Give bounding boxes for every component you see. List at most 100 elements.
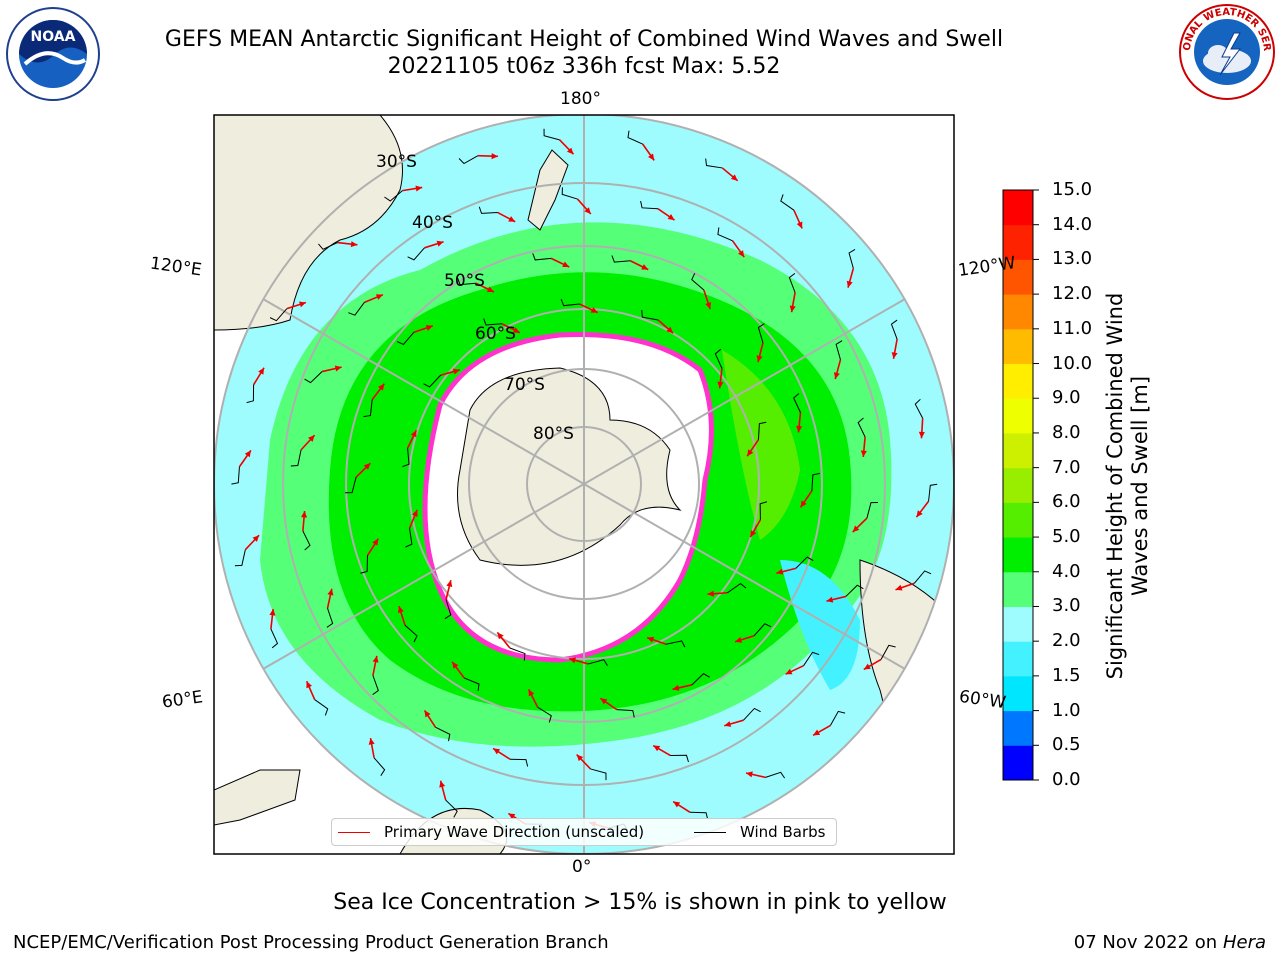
wind-barb — [641, 310, 659, 321]
wave-arrow-head — [796, 221, 803, 229]
lon-label-0: 0° — [572, 857, 592, 877]
wave-arrow-head — [584, 207, 591, 214]
colorbar-tick-label: 0.0 — [1052, 769, 1081, 790]
wave-zone-5-6m — [722, 350, 800, 540]
title-line-1: GEFS MEAN Antarctic Significant Height o… — [164, 27, 1004, 52]
colorbar-tick-label: 13.0 — [1052, 248, 1093, 270]
wave-arrow-head — [508, 813, 516, 820]
colorbar-segment — [1003, 467, 1033, 503]
wind-barb — [270, 628, 279, 649]
wave-arrow-head — [785, 668, 793, 675]
wave-arrow-head — [813, 729, 821, 736]
wave-arrow-head — [647, 636, 655, 643]
noaa-logo: NOAA — [6, 7, 100, 101]
wind-barb — [880, 644, 896, 660]
wave-arrow-head — [707, 590, 714, 597]
wind-barb — [811, 472, 820, 491]
wave-direction-arrows — [238, 139, 930, 829]
wind-barb — [345, 477, 357, 494]
colorbar-tick-label: 6.0 — [1052, 491, 1081, 513]
wave-arrow-head — [717, 381, 724, 389]
wind-barb — [561, 187, 578, 200]
wind-barb — [803, 651, 820, 666]
wave-arrow-head — [425, 325, 433, 331]
colorbar-segment — [1003, 745, 1033, 781]
wave-arrow-head — [512, 327, 520, 333]
wind-barb — [590, 768, 607, 781]
wind-barb — [616, 709, 635, 718]
wind-barb — [835, 340, 843, 360]
nws-logo: NATIONAL WEATHER SERVICE — [1178, 3, 1275, 100]
madagascar-land — [214, 769, 301, 826]
wind-barb — [246, 384, 255, 404]
wind-barb — [231, 466, 240, 485]
wind-barb — [373, 757, 386, 776]
map-frame — [213, 114, 955, 855]
wave-arrow-head — [852, 525, 860, 533]
wave-arrow-head — [746, 771, 753, 778]
wind-barb — [509, 758, 529, 767]
wave-arrow-head — [368, 738, 375, 745]
wave-arrow-head — [796, 425, 803, 433]
machine-name: Hera — [1222, 932, 1266, 953]
lat-label-80s: 80°S — [533, 424, 574, 444]
wave-zone-1.5-2m — [780, 560, 860, 690]
colorbar-tick-label: 1.0 — [1052, 699, 1081, 721]
colorbar-tick-label: 8.0 — [1052, 421, 1081, 443]
wind-barb — [458, 155, 479, 165]
colorbar-segment — [1003, 537, 1033, 573]
wave-arrow-head — [378, 383, 385, 391]
wind-barb — [509, 647, 526, 661]
new-zealand-land — [527, 149, 569, 231]
wave-arrow-head — [497, 632, 504, 640]
wave-arrow-head — [372, 538, 379, 546]
wave-arrow-head — [258, 367, 265, 375]
wind-barb — [304, 371, 323, 384]
title-line-2: 20221105 t06z 336h fcst Max: 5.52 — [387, 54, 781, 79]
wind-barb — [665, 640, 686, 648]
wave-arrow-head — [411, 509, 418, 517]
colorbar-tick-label: 14.0 — [1052, 213, 1093, 235]
lon-label-180: 180° — [560, 89, 601, 109]
colorbar-tick-label: 3.0 — [1052, 595, 1081, 617]
colorbar-frame — [1002, 189, 1034, 781]
wind-barb — [866, 502, 878, 519]
wave-arrow-head — [244, 450, 251, 458]
wind-barb — [560, 298, 580, 307]
wave-arrow-head — [452, 661, 459, 669]
wave-arrow-head — [648, 153, 655, 161]
wind-barb — [890, 319, 898, 340]
colorbar-tick-label: 4.0 — [1052, 560, 1081, 582]
colorbar-tick-label: 9.0 — [1052, 387, 1081, 409]
colorbar-tick-label: 5.0 — [1052, 526, 1081, 548]
colorbar-segment — [1003, 675, 1033, 712]
wave-arrow-head — [252, 535, 260, 542]
wave-arrow-head — [756, 355, 763, 363]
wind-barb — [690, 811, 709, 820]
lat-label-60s: 60°S — [475, 324, 516, 344]
wind-barb — [705, 158, 723, 169]
wave-arrow-head — [491, 153, 498, 160]
legend-black-line — [694, 832, 726, 833]
wave-arrow-head — [415, 185, 423, 192]
wind-barb — [845, 584, 864, 597]
wave-arrow-head — [372, 655, 379, 663]
wave-arrow-head — [895, 584, 903, 591]
wind-barb — [795, 556, 814, 569]
wind-barb — [360, 555, 369, 574]
wind-barb — [234, 549, 246, 567]
credit-text: NCEP/EMC/Verification Post Processing Pr… — [13, 932, 609, 953]
wind-barb — [830, 710, 846, 726]
legend-item-wave: Primary Wave Direction (unscaled) — [338, 823, 644, 841]
wave-arrow-head — [705, 302, 712, 310]
colorbar-segment — [1003, 328, 1033, 365]
wind-barb — [914, 398, 924, 419]
wind-barb — [928, 483, 938, 502]
wind-barb — [478, 206, 498, 214]
wave-arrow-head — [334, 365, 342, 372]
legend-item-barbs: Wind Barbs — [694, 823, 825, 841]
wave-arrow-head — [410, 430, 417, 438]
wave-arrow-head — [860, 450, 867, 457]
wind-barb — [269, 308, 288, 322]
date-prefix: 07 Nov 2022 on — [1073, 932, 1218, 953]
